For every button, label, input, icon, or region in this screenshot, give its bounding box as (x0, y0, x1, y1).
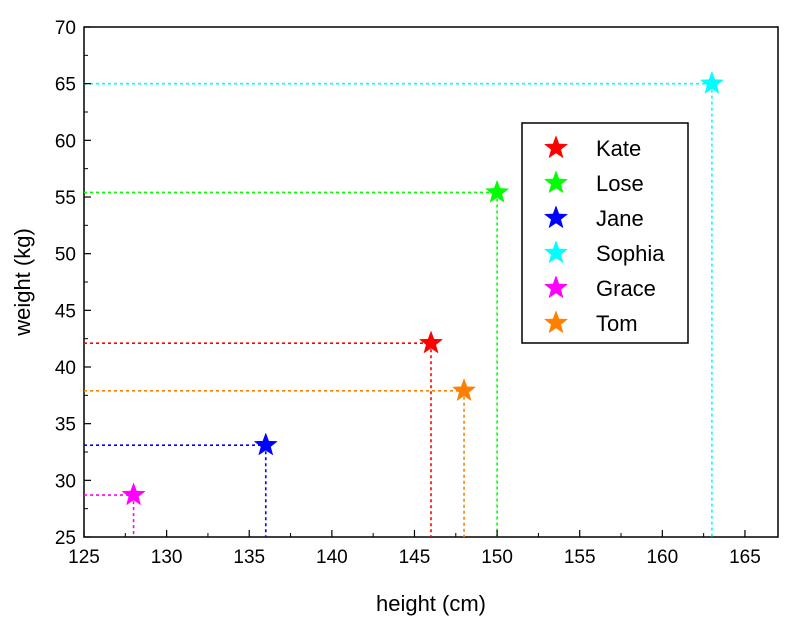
y-axis-ticks: 25 30 35 40 45 50 55 60 65 70 (55, 18, 91, 549)
y-tick-label: 25 (55, 528, 76, 549)
data-points (121, 70, 725, 506)
y-tick-label: 45 (55, 301, 76, 322)
y-axis-title: weight (kg) (10, 228, 35, 337)
y-tick-label: 40 (55, 358, 76, 379)
x-tick-label: 145 (399, 547, 431, 568)
x-axis-title: height (cm) (376, 591, 486, 616)
legend-label: Grace (596, 276, 656, 301)
y-tick-label: 30 (55, 471, 76, 492)
legend-marker-tom (543, 310, 569, 334)
drop-lines (84, 82, 713, 537)
x-tick-label: 140 (316, 547, 348, 568)
legend-marker-sophia (543, 240, 569, 264)
y-tick-label: 70 (55, 18, 76, 39)
x-axis-ticks: 125 130 135 140 145 150 155 160 165 (68, 530, 761, 568)
x-tick-label: 155 (564, 547, 596, 568)
legend-marker-kate (543, 135, 569, 159)
legend-label: Jane (596, 206, 644, 231)
legend-label: Lose (596, 171, 644, 196)
y-tick-label: 50 (55, 245, 76, 266)
y-tick-label: 55 (55, 188, 76, 209)
legend: Kate Lose Jane Sophia Grace Tom (521, 122, 689, 344)
star-marker-sophia (699, 70, 725, 94)
star-marker-kate (418, 330, 444, 354)
legend-label: Kate (596, 136, 641, 161)
x-tick-label: 160 (646, 547, 678, 568)
y-tick-label: 35 (55, 415, 76, 436)
star-marker-jane (253, 432, 278, 456)
legend-label: Tom (596, 311, 638, 336)
x-tick-label: 165 (729, 547, 761, 568)
y-tick-label: 60 (55, 131, 76, 152)
x-tick-label: 125 (68, 547, 100, 568)
x-tick-label: 150 (481, 547, 513, 568)
legend-marker-grace (543, 275, 569, 299)
x-tick-label: 135 (233, 547, 265, 568)
x-tick-label: 130 (151, 547, 183, 568)
star-marker-grace (121, 482, 146, 506)
legend-marker-jane (543, 205, 569, 229)
star-marker-lose (484, 179, 510, 203)
legend-marker-lose (543, 170, 569, 194)
y-tick-label: 65 (55, 75, 76, 96)
legend-box (521, 122, 689, 344)
legend-label: Sophia (596, 241, 665, 266)
star-marker-tom (451, 378, 477, 402)
